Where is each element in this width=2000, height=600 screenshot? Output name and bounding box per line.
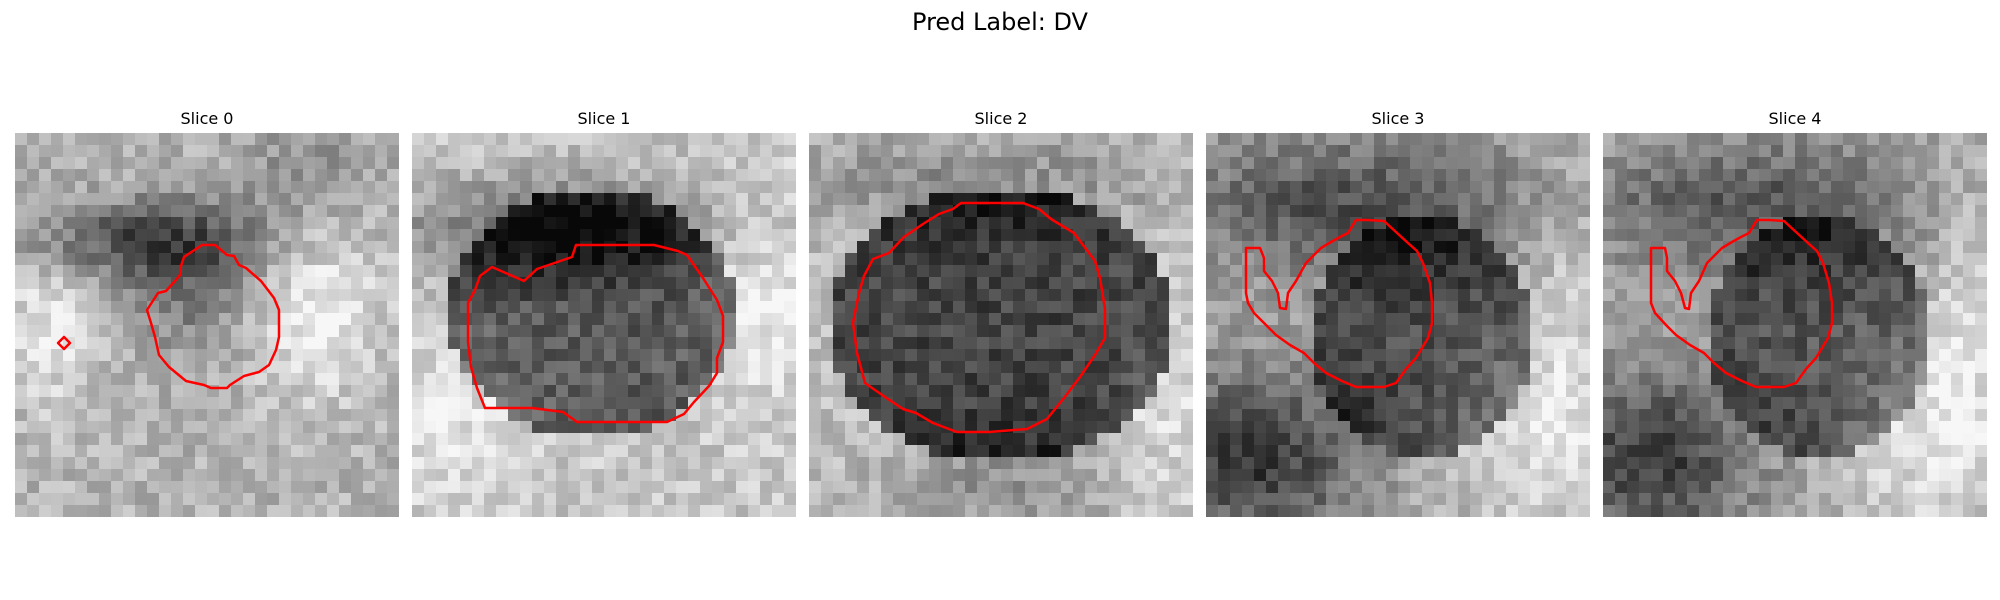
slice-image-3 — [1206, 133, 1590, 517]
contour-0-0 — [145, 243, 281, 390]
figure-title: Pred Label: DV — [912, 8, 1088, 36]
slice-image-4 — [1603, 133, 1987, 517]
contour-3-0 — [1244, 218, 1434, 389]
contour-4-0 — [1649, 218, 1834, 389]
slice-image-0 — [15, 133, 399, 517]
slice-title-0: Slice 0 — [180, 109, 234, 128]
slice-image-2 — [809, 133, 1193, 517]
slice-image-1 — [412, 133, 796, 517]
contour-2-0 — [851, 201, 1107, 434]
slice-title-2: Slice 2 — [974, 109, 1028, 128]
slice-title-4: Slice 4 — [1768, 109, 1822, 128]
slice-title-1: Slice 1 — [577, 109, 631, 128]
contour-1-0 — [466, 243, 725, 424]
contour-0-1 — [56, 335, 72, 351]
slice-title-3: Slice 3 — [1371, 109, 1425, 128]
